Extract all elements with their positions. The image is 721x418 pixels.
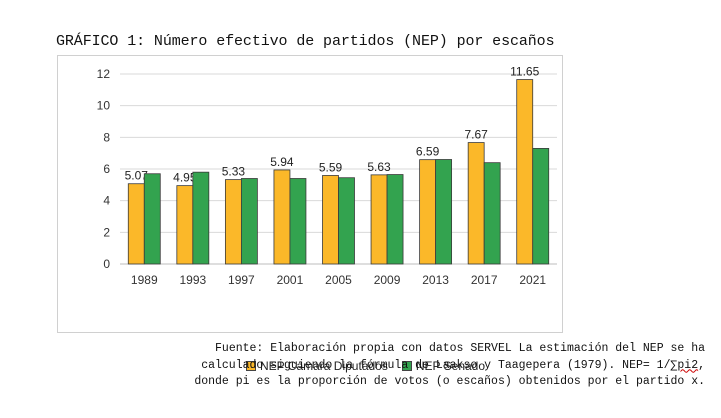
- x-tick-label: 1989: [131, 273, 158, 287]
- bar-senado: [143, 173, 161, 265]
- legend-item-diputados: NEP Cámara Diputados: [246, 359, 388, 373]
- bar-diputados: [419, 159, 437, 265]
- source-note: Fuente: Elaboración propia con datos SER…: [194, 341, 705, 391]
- x-tick-label: 2005: [325, 273, 352, 287]
- chart-area: 0 2 4 6 8 10 12 5.07 1989 4.95 1993 5.33 1997 5.94 200…: [57, 55, 563, 373]
- bar-diputados: [224, 179, 242, 265]
- x-tick-label: 2021: [519, 273, 546, 287]
- legend-item-senado: NEP Senado: [401, 359, 486, 373]
- x-tick-label: 2013: [422, 273, 449, 287]
- bar-senado: [483, 162, 501, 265]
- source-line-2-end: ,: [698, 358, 705, 372]
- y-tick-label: 0: [103, 257, 110, 271]
- source-line-3: donde pi es la proporción de votos (o es…: [194, 375, 705, 388]
- data-label: 5.94: [270, 155, 294, 169]
- bar-senado: [289, 178, 307, 265]
- chart-legend: NEP Cámara Diputados NEP Senado: [246, 359, 499, 373]
- data-label: 5.07: [125, 169, 149, 183]
- source-line-2-text: calculado siguiendo la fórmula de Laakso…: [201, 358, 671, 372]
- y-tick-label: 4: [103, 194, 110, 208]
- y-tick-label: 8: [103, 130, 110, 144]
- legend-label-senado: NEP Senado: [415, 359, 486, 373]
- x-tick-label: 2009: [374, 273, 401, 287]
- data-label: 4.95: [173, 171, 197, 185]
- source-line-2: calculado siguiendo la fórmula de Laakso…: [194, 358, 705, 375]
- x-tick-label: 2001: [277, 273, 304, 287]
- y-tick-label: 6: [103, 162, 110, 176]
- bar-diputados: [273, 169, 291, 265]
- x-tick-label: 1993: [179, 273, 206, 287]
- data-label: 5.59: [319, 160, 343, 174]
- legend-swatch-senado: [401, 361, 412, 371]
- data-label: 5.33: [222, 165, 246, 179]
- bar-diputados: [370, 174, 388, 265]
- y-tick-label: 10: [97, 99, 111, 113]
- bar-diputados: [467, 142, 485, 265]
- bar-senado: [338, 177, 355, 265]
- bar-senado: [192, 171, 210, 265]
- source-line-1: Fuente: Elaboración propia con datos SER…: [215, 342, 705, 355]
- x-tick-label: 1997: [228, 273, 255, 287]
- bar-senado: [435, 159, 453, 265]
- bar-senado: [386, 174, 404, 265]
- bar-chart: 0 2 4 6 8 10 12 5.07 1989 4.95 1993 5.33 1997 5.94 200…: [97, 65, 557, 287]
- data-label: 11.65: [510, 65, 539, 79]
- x-tick-label: 2017: [471, 273, 498, 287]
- bar-diputados: [516, 79, 534, 265]
- bar-senado: [240, 178, 258, 265]
- data-label: 5.63: [367, 160, 391, 174]
- bar-diputados: [322, 175, 339, 265]
- legend-label-diputados: NEP Cámara Diputados: [260, 359, 388, 373]
- data-label: 6.59: [416, 145, 440, 159]
- bar-senado: [532, 148, 550, 265]
- figure-title: GRÁFICO 1: Número efectivo de partidos (…: [56, 33, 555, 50]
- legend-swatch-diputados: [246, 361, 256, 371]
- data-label: 7.67: [464, 128, 488, 142]
- y-tick-label: 2: [103, 225, 110, 239]
- bar-diputados: [176, 185, 194, 265]
- bar-diputados: [127, 183, 145, 265]
- y-tick-label: 12: [97, 67, 111, 81]
- formula-sum: ∑pi2: [670, 358, 699, 372]
